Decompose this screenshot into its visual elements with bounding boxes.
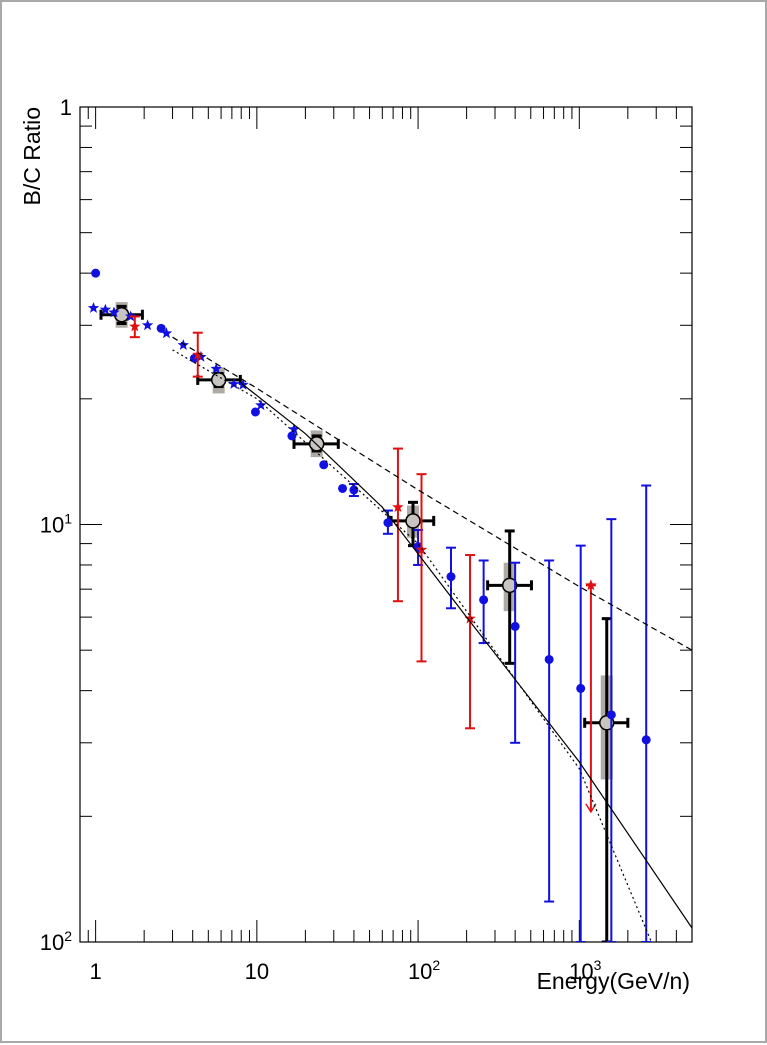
data-point-circle	[510, 621, 520, 631]
data-point-circle	[446, 572, 456, 582]
data-point-circle	[544, 654, 554, 664]
data-point-star	[210, 362, 222, 374]
upper-limit-arrow	[585, 803, 597, 814]
y-axis-title: B/C Ratio	[19, 107, 45, 205]
data-point-circle	[641, 735, 651, 745]
data-point-star	[195, 350, 207, 362]
data-point-circle	[349, 485, 359, 495]
data-point-star	[192, 348, 204, 360]
data-point-circle	[156, 323, 166, 333]
data-point-circle	[91, 268, 101, 278]
data-point-circle	[287, 431, 297, 441]
data-point-open-circle	[405, 513, 421, 529]
data-point-open-circle	[599, 715, 615, 731]
data-point-star	[228, 378, 240, 389]
data-point-star	[255, 399, 267, 411]
data-point-circle	[383, 518, 393, 528]
data-point-star	[87, 302, 100, 313]
data-point-star	[108, 306, 120, 318]
data-point-circle	[338, 483, 348, 493]
data-point-star	[141, 319, 154, 331]
model-curve-solid	[240, 382, 692, 929]
y-tick-label: 1	[60, 95, 72, 120]
x-tick-label: 10	[245, 959, 269, 984]
data-point-star	[177, 339, 189, 350]
x-tick-label: 1	[89, 959, 101, 984]
data-point-star	[129, 320, 141, 332]
data-point-star	[392, 501, 404, 513]
y-tick-label: 102	[40, 928, 72, 955]
data-point-circle	[319, 460, 329, 470]
data-point-star	[99, 303, 112, 315]
data-point-star	[288, 423, 300, 435]
x-tick-label: 102	[408, 957, 440, 984]
x-axis-title: Energy(GeV/n)	[537, 968, 690, 994]
data-point-open-circle	[210, 372, 227, 388]
model-curve-dotted	[172, 349, 652, 942]
data-point-circle	[606, 710, 616, 720]
data-layer	[87, 268, 692, 942]
y-tick-label: 101	[40, 511, 72, 538]
data-point-star	[585, 579, 597, 591]
model-curve-dashed	[172, 336, 692, 651]
data-point-circle	[576, 683, 586, 693]
data-point-open-circle	[501, 577, 518, 594]
x-tick-label: 103	[569, 957, 601, 984]
data-point-circle	[479, 595, 489, 605]
data-point-star	[160, 327, 173, 339]
data-point-star	[464, 612, 476, 624]
